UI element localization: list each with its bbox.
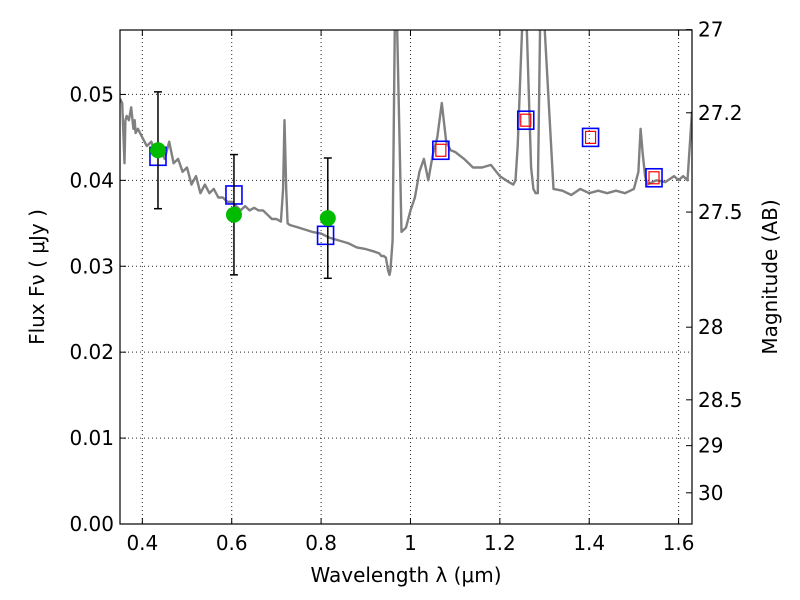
- mag-tick-label: 28.5: [698, 388, 743, 412]
- y-tick-label: 0.03: [69, 254, 114, 278]
- observed-point: [319, 210, 336, 227]
- mag-tick-label: 28: [698, 315, 723, 339]
- model-band-inner-marker: [520, 113, 532, 127]
- x-axis-title: Wavelength λ (μm): [310, 563, 501, 587]
- ticks: 0.4 0.6 0.8 1 1.2 1.4 1.6 0.00 0.01 0.02 0.03 0.04 0…: [69, 18, 742, 555]
- model-band-inner-marker: [435, 143, 447, 157]
- x-tick-label: 0.8: [305, 531, 337, 555]
- y-tick-label: 0.02: [69, 340, 114, 364]
- y-tick-label: 0.04: [69, 168, 114, 192]
- observed-point: [225, 206, 242, 223]
- x-tick-label: 0.6: [216, 531, 248, 555]
- model-band-marker: [516, 110, 535, 131]
- y-tick-label: 0.00: [69, 512, 114, 536]
- model-band-marker: [645, 167, 663, 188]
- x-tick-label: 0.4: [126, 531, 158, 555]
- x-tick-label: 1.4: [573, 531, 605, 555]
- mag-tick-label: 30: [698, 481, 723, 505]
- model-band-marker: [432, 140, 450, 161]
- mag-tick-label: 29: [698, 434, 723, 458]
- right-axis-title: Magnitude (AB): [758, 199, 782, 354]
- mag-tick-label: 27: [698, 18, 723, 42]
- sed-model-line: [120, 30, 692, 277]
- observed-point: [149, 142, 166, 159]
- x-tick-label: 1: [404, 531, 417, 555]
- mag-tick-label: 27.5: [698, 200, 743, 224]
- model-band-marker: [581, 127, 600, 148]
- y-axis-title: Flux Fν ( μJy ): [25, 209, 49, 345]
- y-tick-label: 0.05: [69, 82, 114, 106]
- model-band-marker: [316, 225, 335, 246]
- x-tick-label: 1.2: [484, 531, 516, 555]
- model-layer: [120, 30, 692, 277]
- model-band-inner-marker: [648, 171, 660, 185]
- mag-tick-label: 27.2: [698, 101, 743, 125]
- model-band-inner-marker: [584, 130, 597, 144]
- x-tick-label: 1.6: [663, 531, 695, 555]
- y-tick-label: 0.01: [69, 426, 114, 450]
- plot-frame: [119, 29, 693, 525]
- grid: [120, 30, 692, 524]
- marker-layer: [149, 91, 663, 280]
